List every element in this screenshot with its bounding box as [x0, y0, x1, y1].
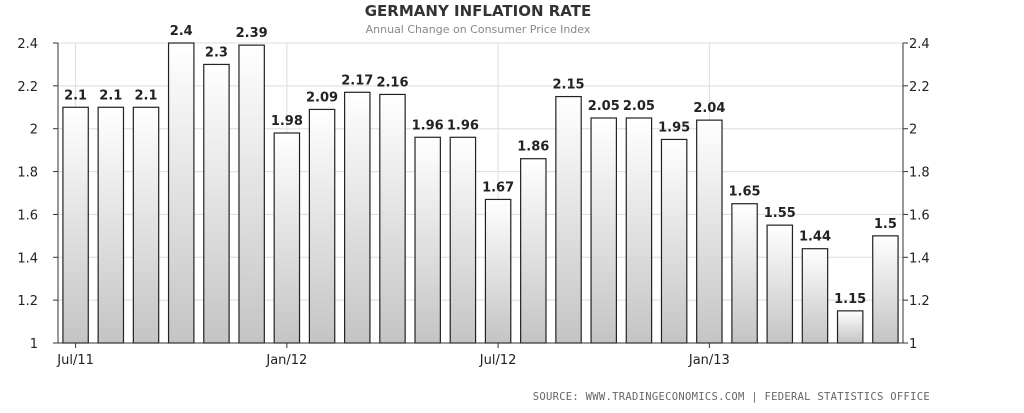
labels: 1 1 1.2 1.2 1.4 1.4 1.6 1.6 1.8 1.8 2 2 2.2 2.2 2.4 2.4… [17, 24, 929, 368]
chart-title: GERMANY INFLATION RATE [364, 2, 592, 20]
y-tick-label-left: 2.4 [17, 37, 38, 52]
bar-Apr-12 [379, 93, 406, 344]
bar-Jan-13 [696, 119, 723, 344]
chart-subtitle: Annual Change on Consumer Price Index [365, 23, 591, 36]
y-tick-label-right: 1 [909, 337, 917, 352]
bar-Jun-13 [872, 235, 899, 344]
data-label: 2.39 [236, 26, 268, 41]
y-tick-label-right: 1.6 [909, 208, 930, 223]
bar-Oct-11 [167, 42, 195, 344]
grid-lines [58, 42, 903, 344]
y-tick-label-right: 2 [909, 123, 917, 138]
y-tick-label-right: 2.2 [909, 80, 930, 95]
bar-Sep-11 [132, 106, 160, 344]
data-label: 2.17 [341, 73, 373, 88]
y-tick-label-left: 2 [30, 123, 38, 138]
y-tick-label-left: 1.2 [17, 294, 38, 309]
bar-Mar-13 [766, 224, 794, 344]
bar-Feb-12 [308, 108, 336, 344]
data-label: 2.1 [64, 88, 87, 103]
bar-Mar-12 [343, 91, 371, 344]
data-label: 1.95 [658, 120, 690, 135]
y-tick-label-left: 1.6 [17, 208, 38, 223]
bar-Jun-12 [449, 136, 477, 344]
data-label: 1.65 [729, 185, 761, 200]
data-label: 1.15 [834, 292, 866, 307]
axes [53, 42, 908, 348]
data-label: 1.86 [517, 140, 549, 155]
bar-Jul-11 [62, 106, 89, 344]
y-tick-label-left: 1.8 [17, 166, 38, 181]
bar-Apr-13 [801, 248, 829, 344]
data-label: 1.98 [271, 114, 303, 129]
y-tick-label-right: 1.4 [909, 251, 930, 266]
data-label: 2.09 [306, 90, 338, 105]
data-label: 2.16 [376, 75, 408, 90]
bar-Feb-13 [731, 203, 758, 344]
bar-Dec-12 [660, 138, 688, 344]
bar-Nov-11 [203, 63, 230, 344]
x-tick-label: Jan/13 [688, 353, 730, 368]
data-label: 2.05 [623, 99, 655, 114]
bar-Aug-12 [520, 158, 547, 344]
data-label: 1.96 [412, 118, 444, 133]
bars [62, 42, 899, 344]
y-tick-label-left: 2.2 [17, 80, 38, 95]
bar-Dec-11 [238, 44, 265, 344]
bar-Sep-12 [555, 95, 582, 344]
data-label: 2.1 [99, 88, 122, 103]
data-label: 2.05 [588, 99, 620, 114]
bar-May-13 [836, 310, 864, 344]
bar-May-12 [414, 136, 441, 344]
y-tick-label-right: 1.8 [909, 166, 930, 181]
data-label: 2.04 [693, 101, 725, 116]
bar-Aug-11 [97, 106, 125, 344]
data-label: 1.55 [764, 206, 796, 221]
data-label: 1.96 [447, 118, 479, 133]
data-label: 1.67 [482, 180, 514, 195]
source-note: SOURCE: WWW.TRADINGECONOMICS.COM | FEDER… [532, 391, 930, 403]
y-tick-label-right: 2.4 [909, 37, 930, 52]
x-tick-label: Jan/12 [265, 353, 307, 368]
bar-Oct-12 [590, 117, 618, 344]
bar-Jan-12 [273, 132, 301, 344]
data-label: 2.1 [135, 88, 158, 103]
x-tick-label: Jul/11 [56, 353, 94, 368]
y-tick-label-left: 1.4 [17, 251, 38, 266]
data-label: 1.5 [874, 217, 897, 232]
x-tick-label: Jul/12 [479, 353, 517, 368]
bar-Jul-12 [484, 198, 512, 344]
bar-Nov-12 [625, 117, 653, 344]
data-label: 2.4 [170, 24, 193, 39]
data-label: 2.3 [205, 45, 228, 60]
y-tick-label-left: 1 [30, 337, 38, 352]
data-label: 1.44 [799, 230, 831, 245]
data-label: 2.15 [552, 78, 584, 93]
y-tick-label-right: 1.2 [909, 294, 930, 309]
